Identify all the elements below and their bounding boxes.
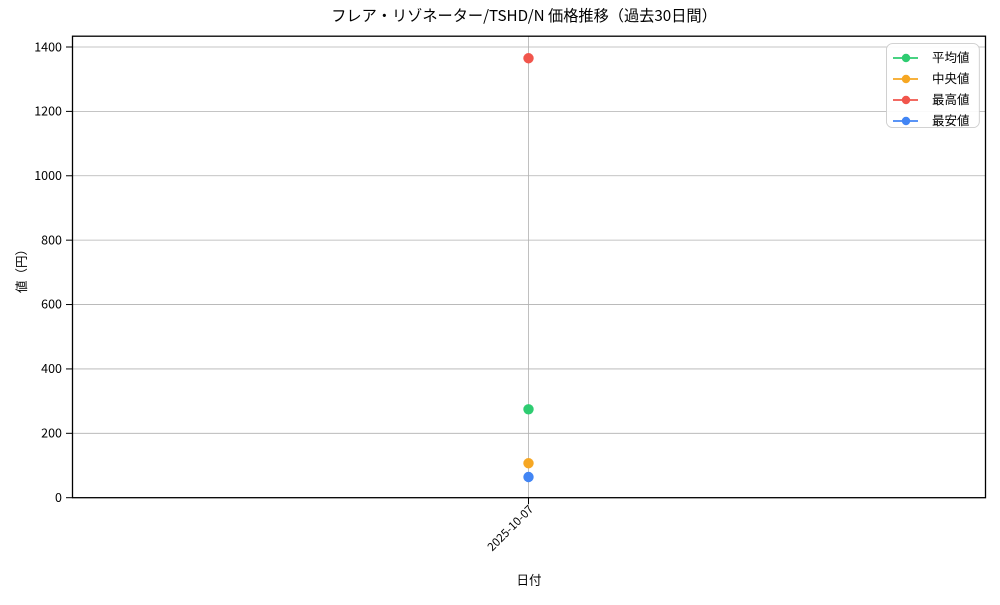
svg-text:0: 0 <box>55 487 62 506</box>
svg-text:最安値: 最安値 <box>932 110 970 129</box>
svg-text:1400: 1400 <box>34 36 62 55</box>
svg-text:1000: 1000 <box>34 165 62 184</box>
svg-text:800: 800 <box>41 229 62 248</box>
svg-text:最高値: 最高値 <box>932 89 970 108</box>
svg-text:フレア・リゾネーター/TSHD/N 価格推移（過去30日間）: フレア・リゾネーター/TSHD/N 価格推移（過去30日間） <box>331 4 717 26</box>
svg-text:中央値: 中央値 <box>932 68 970 87</box>
svg-text:600: 600 <box>41 294 62 313</box>
svg-text:2025-10-07: 2025-10-07 <box>484 502 537 555</box>
svg-text:日付: 日付 <box>516 570 541 589</box>
svg-text:平均値: 平均値 <box>932 47 970 66</box>
svg-text:200: 200 <box>41 423 62 442</box>
svg-text:400: 400 <box>41 358 62 377</box>
svg-text:1200: 1200 <box>34 101 62 120</box>
svg-text:値（円）: 値（円） <box>11 243 30 293</box>
